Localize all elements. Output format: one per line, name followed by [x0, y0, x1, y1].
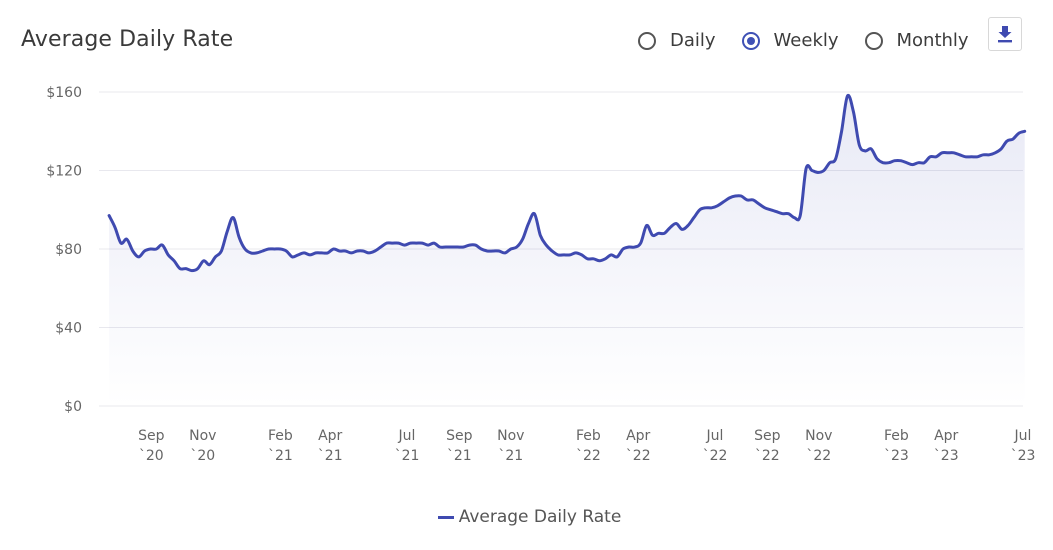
radio-monthly[interactable]: [864, 31, 883, 50]
radio-weekly[interactable]: [741, 31, 760, 50]
x-tick-label-year: `20: [139, 448, 164, 464]
legend-swatch[interactable]: [437, 515, 454, 519]
x-tick-label-year: `22: [755, 448, 780, 464]
x-tick-label-year: `23: [1011, 448, 1036, 464]
download-button[interactable]: [988, 17, 1022, 51]
x-tick-label: Sep: [446, 428, 473, 444]
series-area: [109, 95, 1025, 406]
x-tick-label: Nov: [497, 428, 524, 444]
period-option-daily[interactable]: Daily: [638, 30, 716, 51]
legend: Average Daily Rate: [0, 507, 1053, 527]
period-option-weekly[interactable]: Weekly: [741, 30, 839, 51]
x-tick-label: Feb: [268, 428, 293, 444]
x-tick-label: Feb: [576, 428, 601, 444]
x-tick-label: Sep: [138, 428, 165, 444]
x-tick-label: Jul: [706, 428, 724, 444]
x-tick-label: Feb: [884, 428, 909, 444]
download-icon: [998, 26, 1012, 43]
period-option-monthly[interactable]: Monthly: [864, 30, 969, 51]
x-tick-label: Jul: [398, 428, 416, 444]
x-tick-label-year: `21: [447, 448, 472, 464]
x-tick-label: Nov: [805, 428, 832, 444]
y-tick-label: $40: [55, 321, 82, 337]
x-tick-label-year: `22: [626, 448, 651, 464]
period-label-daily: Daily: [670, 30, 716, 51]
x-tick-label: Apr: [626, 428, 650, 444]
legend-label[interactable]: Average Daily Rate: [458, 507, 622, 527]
x-tick-label-year: `22: [806, 448, 831, 464]
series-line: [107, 93, 1027, 273]
y-tick-label: $160: [46, 85, 82, 101]
x-tick-label-year: `23: [934, 448, 959, 464]
chart-title: Average Daily Rate: [21, 27, 234, 52]
y-tick-label: $0: [64, 399, 82, 415]
y-tick-label: $120: [46, 164, 82, 180]
radio-daily[interactable]: [638, 31, 656, 50]
x-tick-label-year: `21: [318, 448, 343, 464]
x-tick-label-year: `22: [576, 448, 601, 464]
y-tick-label: $80: [55, 242, 82, 258]
x-tick-label-year: `21: [498, 448, 523, 464]
x-tick-label-year: `21: [268, 448, 293, 464]
x-tick-label-year: `20: [190, 448, 215, 464]
x-tick-label-year: `21: [395, 448, 420, 464]
period-label-weekly: Weekly: [773, 30, 839, 51]
x-tick-label-year: `22: [703, 448, 728, 464]
period-toggle-group: Daily Weekly Monthly: [638, 30, 995, 51]
x-tick-label: Sep: [754, 428, 781, 444]
x-tick-label: Apr: [934, 428, 958, 444]
x-tick-label: Nov: [189, 428, 216, 444]
x-tick-label-year: `23: [884, 448, 909, 464]
period-label-monthly: Monthly: [896, 30, 969, 51]
chart-plot: $0 $40 $80 $120 $160 Sep `20 Nov `20 Feb `21 Apr `21…: [46, 85, 1036, 464]
x-tick-label: Jul: [1014, 428, 1032, 444]
x-tick-label: Apr: [318, 428, 342, 444]
